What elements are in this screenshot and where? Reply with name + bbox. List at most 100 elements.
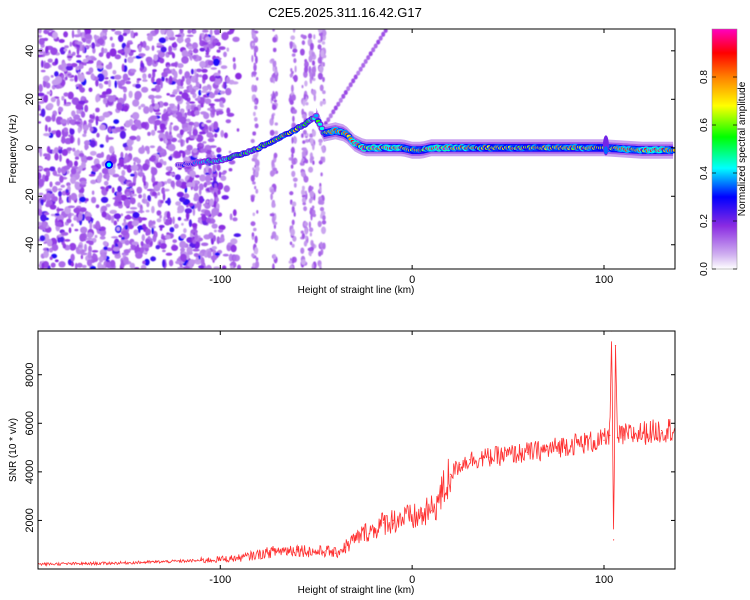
noise-blob bbox=[163, 161, 167, 166]
noise-blob bbox=[67, 73, 72, 77]
noise-blob bbox=[43, 95, 48, 103]
noise-blob bbox=[233, 255, 236, 261]
noise-blob bbox=[134, 90, 142, 100]
noise-blob bbox=[54, 259, 59, 263]
noise-blob bbox=[111, 43, 115, 48]
noise-blob bbox=[208, 40, 211, 45]
noise-blob bbox=[64, 76, 68, 81]
spectrogram-axes: -100 0 100 -40 -20 0 20 40 bbox=[24, 29, 675, 286]
noise-blob bbox=[142, 40, 147, 49]
noise-blob bbox=[58, 106, 64, 113]
noise-streak bbox=[305, 139, 310, 143]
noise-blob bbox=[198, 254, 201, 260]
noise-streak bbox=[273, 99, 277, 103]
noise-blob bbox=[109, 145, 115, 154]
noise-blob bbox=[223, 185, 230, 193]
noise-streak bbox=[311, 66, 317, 74]
noise-blob bbox=[223, 132, 228, 139]
noise-blob bbox=[160, 46, 167, 53]
noise-blob bbox=[205, 217, 212, 224]
noise-blob bbox=[138, 147, 146, 154]
noise-blob bbox=[135, 251, 143, 259]
noise-blob bbox=[45, 29, 53, 32]
noise-blob bbox=[136, 78, 142, 81]
noise-streak bbox=[255, 188, 259, 194]
noise-streak bbox=[271, 113, 275, 121]
noise-blob bbox=[39, 235, 46, 242]
noise-blob bbox=[179, 150, 184, 154]
noise-streak bbox=[253, 85, 258, 93]
noise-blob bbox=[170, 62, 178, 67]
noise-blob bbox=[148, 156, 156, 162]
noise-blob bbox=[192, 239, 197, 244]
noise-blob bbox=[200, 257, 205, 266]
noise-blob bbox=[38, 192, 44, 196]
noise-blob bbox=[129, 207, 138, 210]
noise-streak bbox=[272, 29, 275, 32]
noise-streak bbox=[304, 190, 307, 195]
noise-blob bbox=[65, 65, 74, 71]
noise-blob bbox=[171, 31, 175, 38]
noise-streak bbox=[253, 45, 259, 53]
noise-blob bbox=[90, 73, 95, 80]
noise-blob bbox=[45, 82, 51, 89]
noise-blob bbox=[62, 165, 71, 171]
noise-blob bbox=[140, 165, 143, 172]
noise-blob bbox=[97, 73, 105, 82]
noise-blob bbox=[106, 88, 112, 95]
noise-blob bbox=[228, 168, 233, 172]
noise-blob bbox=[233, 233, 241, 238]
noise-blob bbox=[112, 173, 120, 178]
noise-blob bbox=[117, 185, 122, 193]
noise-blob bbox=[52, 185, 58, 193]
noise-streak bbox=[320, 156, 324, 162]
noise-streak bbox=[255, 260, 260, 269]
noise-blob bbox=[183, 228, 187, 234]
noise-blob bbox=[150, 256, 157, 262]
noise-blob bbox=[212, 235, 216, 242]
noise-blob bbox=[216, 49, 221, 53]
noise-blob bbox=[212, 164, 216, 173]
noise-blob bbox=[141, 234, 145, 242]
snr-point bbox=[614, 345, 617, 347]
noise-blob bbox=[151, 98, 155, 104]
noise-blob bbox=[58, 146, 61, 150]
noise-blob bbox=[197, 95, 201, 99]
noise-blob bbox=[189, 242, 196, 249]
snr-point bbox=[200, 559, 202, 562]
noise-blob bbox=[214, 90, 219, 95]
noise-blob bbox=[215, 75, 221, 79]
noise-blob bbox=[54, 71, 59, 77]
noise-blob bbox=[232, 209, 237, 217]
noise-blob bbox=[185, 118, 191, 123]
noise-blob bbox=[145, 228, 151, 236]
noise-blob bbox=[207, 138, 215, 143]
noise-blob bbox=[65, 189, 70, 193]
noise-blob bbox=[139, 67, 144, 71]
noise-streak bbox=[319, 263, 322, 269]
noise-streak bbox=[312, 142, 315, 151]
noise-blob bbox=[92, 167, 99, 173]
noise-blob bbox=[219, 100, 224, 108]
snr-point bbox=[325, 550, 327, 552]
noise-blob bbox=[80, 254, 84, 260]
noise-streak bbox=[304, 59, 308, 63]
noise-blob bbox=[44, 124, 48, 132]
noise-streak bbox=[291, 53, 296, 57]
noise-blob bbox=[53, 147, 59, 154]
noise-blob bbox=[126, 43, 130, 48]
noise-blob bbox=[78, 212, 83, 221]
noise-streak bbox=[319, 58, 322, 64]
noise-blob bbox=[80, 180, 87, 185]
noise-blob bbox=[204, 209, 211, 216]
noise-blob bbox=[155, 112, 162, 116]
noise-blob bbox=[149, 115, 158, 121]
noise-blob bbox=[136, 80, 140, 84]
noise-blob bbox=[187, 109, 191, 114]
noise-streak bbox=[274, 69, 278, 75]
noise-blob bbox=[137, 202, 141, 208]
noise-blob bbox=[141, 86, 149, 93]
noise-streak bbox=[318, 251, 322, 257]
noise-blob bbox=[101, 211, 107, 218]
noise-blob bbox=[228, 160, 236, 165]
